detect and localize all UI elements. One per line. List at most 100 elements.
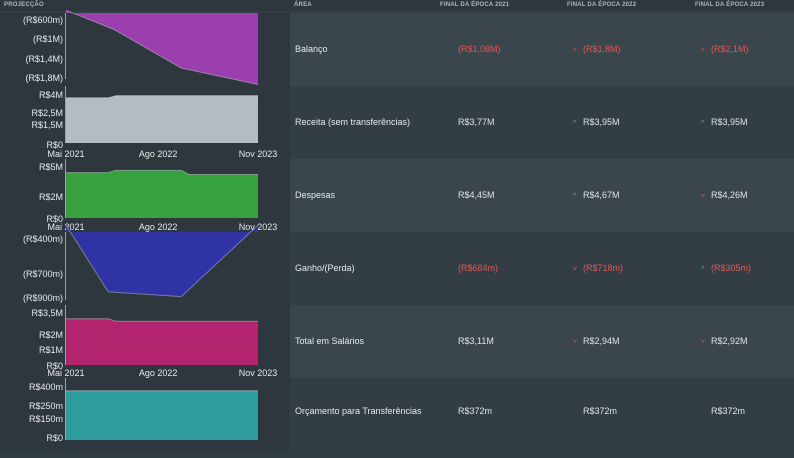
value-2022: ˅ (R$718m) bbox=[573, 232, 623, 305]
y-tick-label: R$0 bbox=[46, 140, 63, 150]
x-tick-label: Ago 2022 bbox=[139, 149, 178, 159]
value-2023: ^ R$3,95M bbox=[701, 86, 748, 159]
y-tick-label: (R$1,8M) bbox=[25, 73, 63, 83]
x-tick-label: Nov 2023 bbox=[239, 149, 278, 159]
y-tick-label: R$0 bbox=[46, 361, 63, 371]
chevron-down-icon: ˅ bbox=[701, 339, 706, 346]
value-2022-text: R$2,94M bbox=[583, 336, 620, 346]
y-tick-label: (R$400m) bbox=[23, 234, 63, 244]
table-header: PROJECÇÃO ÁREA FINAL DA ÉPOCA 2021 FINAL… bbox=[0, 0, 794, 11]
value-2023-text: R$372m bbox=[711, 406, 746, 416]
area-label: Total em Salários bbox=[295, 336, 365, 346]
y-tick-label: R$0 bbox=[46, 433, 63, 443]
y-tick-label: R$2M bbox=[39, 192, 63, 202]
projection-chart: R$400m R$250m R$150m R$0 bbox=[0, 378, 290, 451]
x-tick-label: Nov 2023 bbox=[239, 368, 278, 378]
value-2022-text: R$372m bbox=[583, 406, 618, 416]
value-2022: ^ R$4,67M bbox=[573, 159, 620, 232]
area-label: Balanço bbox=[295, 44, 328, 54]
projection-chart-svg: R$400m R$250m R$150m R$0 bbox=[29, 378, 258, 443]
value-2021: (R$1,08M) bbox=[458, 44, 501, 54]
value-2021: R$3,11M bbox=[458, 336, 494, 346]
y-tick-label: R$1,5M bbox=[31, 120, 63, 130]
projection-chart: R$3,5M R$2M R$1M R$0 Mai 2021 Ago 2022 Nov 202… bbox=[0, 305, 290, 378]
value-2022-text: (R$718m) bbox=[583, 263, 624, 273]
value-2023-text: (R$305m) bbox=[711, 263, 752, 273]
finance-row[interactable]: (R$400m) (R$700m) (R$900m) Ganho/(Perda) (R$… bbox=[0, 224, 794, 305]
y-tick-label: R$2,5M bbox=[31, 108, 63, 118]
header-col-2021[interactable]: FINAL DA ÉPOCA 2021 bbox=[440, 2, 510, 8]
header-col-2023[interactable]: FINAL DA ÉPOCA 2023 bbox=[695, 2, 765, 8]
series-area bbox=[66, 390, 258, 440]
finance-row[interactable]: R$5M R$2M R$0 Mai 2021 Ago 2022 Nov 2023 Despe… bbox=[0, 159, 794, 232]
y-tick-label: R$3,5M bbox=[31, 308, 63, 318]
finance-row[interactable]: R$4M R$2,5M R$1,5M R$0 Mai 2021 Ago 2022 Nov 2… bbox=[0, 86, 794, 159]
series-line bbox=[65, 224, 259, 298]
projection-chart: R$4M R$2,5M R$1,5M R$0 Mai 2021 Ago 2022 Nov 2… bbox=[0, 86, 290, 159]
y-tick-label: R$5M bbox=[39, 162, 63, 172]
y-tick-label: R$2M bbox=[39, 330, 63, 340]
y-tick-label: (R$1,4M) bbox=[25, 54, 63, 64]
y-tick-label: R$400m bbox=[29, 382, 63, 392]
area-label: Despesas bbox=[295, 190, 336, 200]
x-tick-label: Mai 2021 bbox=[47, 368, 84, 378]
x-tick-label: Mai 2021 bbox=[47, 149, 84, 159]
chevron-up-icon: ^ bbox=[701, 120, 705, 127]
series-line bbox=[66, 318, 258, 322]
projection-chart: (R$600m) (R$1M) (R$1,4M) (R$1,8M) bbox=[0, 9, 290, 86]
chevron-up-icon: ^ bbox=[701, 266, 705, 273]
y-tick-label: R$4M bbox=[39, 90, 63, 100]
value-2023-text: (R$2,1M) bbox=[711, 44, 749, 54]
value-2021: R$3,77M bbox=[458, 117, 495, 127]
value-2023: R$372m bbox=[701, 378, 745, 444]
series-line bbox=[66, 169, 258, 175]
y-tick-label: R$150m bbox=[29, 414, 63, 424]
finance-row[interactable]: R$3,5M R$2M R$1M R$0 Mai 2021 Ago 2022 Nov 202… bbox=[0, 305, 794, 378]
value-2023-text: R$3,95M bbox=[711, 117, 748, 127]
value-2022: ˅ (R$1,8M) bbox=[573, 13, 621, 86]
y-tick-label: (R$1M) bbox=[33, 34, 63, 44]
chevron-down-icon: ˅ bbox=[573, 47, 578, 54]
y-tick-label: (R$700m) bbox=[23, 269, 63, 279]
value-2021: R$372m bbox=[458, 406, 493, 416]
chevron-down-icon: ˅ bbox=[701, 193, 706, 200]
value-2022: ˅ R$2,94M bbox=[573, 305, 620, 378]
value-2023: ˅ R$2,92M bbox=[701, 305, 748, 378]
projection-chart: (R$400m) (R$700m) (R$900m) bbox=[0, 224, 290, 305]
header-col-2022[interactable]: FINAL DA ÉPOCA 2022 bbox=[567, 2, 637, 8]
area-label: Ganho/(Perda) bbox=[295, 263, 355, 273]
chevron-down-icon: ˅ bbox=[573, 339, 578, 346]
x-tick-label: Ago 2022 bbox=[139, 222, 178, 232]
y-tick-label: R$0 bbox=[46, 214, 63, 224]
y-tick-label: (R$900m) bbox=[23, 293, 63, 303]
projection-chart: R$5M R$2M R$0 Mai 2021 Ago 2022 Nov 2023 bbox=[0, 159, 290, 232]
finance-row[interactable]: R$400m R$250m R$150m R$0 Orçamento para Tran… bbox=[0, 378, 794, 451]
header-projection[interactable]: PROJECÇÃO bbox=[4, 2, 44, 8]
series-area bbox=[66, 95, 258, 143]
value-2022-text: R$3,95M bbox=[583, 117, 620, 127]
y-tick-label: (R$600m) bbox=[23, 15, 63, 25]
projection-chart-svg: (R$400m) (R$700m) (R$900m) bbox=[23, 224, 259, 303]
header-area[interactable]: ÁREA bbox=[294, 2, 312, 8]
series-area bbox=[66, 225, 258, 297]
chevron-down-icon: ˅ bbox=[573, 266, 578, 273]
chevron-up-icon: ^ bbox=[573, 120, 577, 127]
chevron-up-icon: ^ bbox=[573, 193, 577, 200]
value-2022: R$372m bbox=[573, 378, 617, 444]
projection-chart-svg: (R$600m) (R$1M) (R$1,4M) (R$1,8M) bbox=[23, 9, 259, 85]
value-2021: (R$684m) bbox=[458, 263, 499, 273]
value-2023: ^ (R$305m) bbox=[701, 232, 751, 305]
series-area bbox=[66, 170, 258, 218]
value-2022-text: (R$1,8M) bbox=[583, 44, 621, 54]
value-2022: ^ R$3,95M bbox=[573, 86, 620, 159]
value-2023-text: R$2,92M bbox=[711, 336, 748, 346]
value-2023: ˅ R$4,26M bbox=[701, 159, 748, 232]
series-area bbox=[66, 318, 258, 365]
x-tick-label: Ago 2022 bbox=[139, 368, 178, 378]
finance-row[interactable]: (R$600m) (R$1M) (R$1,4M) (R$1,8M) Balanço (R$… bbox=[0, 9, 794, 86]
area-label: Orçamento para Transferências bbox=[295, 406, 422, 416]
y-tick-label: R$250m bbox=[29, 401, 63, 411]
series-line bbox=[66, 95, 258, 99]
